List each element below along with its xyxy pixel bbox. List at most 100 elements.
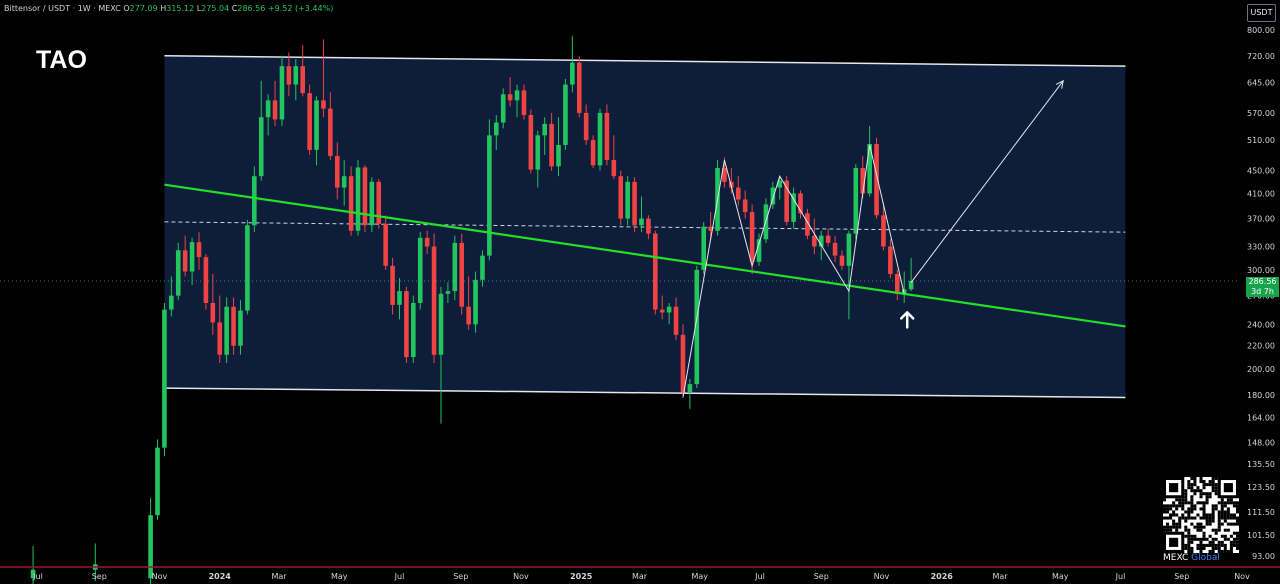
currency-button[interactable]: USDT [1247, 4, 1276, 22]
qr-module [1229, 501, 1233, 505]
qr-module [1202, 510, 1206, 514]
qr-module [1190, 495, 1194, 499]
qr-module [1169, 504, 1173, 508]
price-tick-label: 123.50 [1247, 483, 1275, 492]
qr-module [1169, 516, 1173, 520]
qr-module [1178, 516, 1182, 520]
candle-body [217, 322, 223, 355]
qr-module [1202, 543, 1206, 547]
qr-module [1223, 519, 1227, 523]
qr-module [1235, 522, 1239, 526]
qr-module [1169, 525, 1173, 529]
qr-module [1214, 504, 1218, 508]
qr-module [1202, 492, 1206, 496]
current-price-value: 286.56 [1248, 277, 1277, 286]
candle-body [590, 140, 596, 166]
candle-body [452, 242, 458, 292]
time-axis[interactable]: Jul Sep Nov 2024 Mar May Jul Sep Nov 2025 Mar May Ju… [0, 566, 1280, 581]
qr-module [1199, 477, 1203, 481]
qr-module [1232, 540, 1236, 544]
candle-body [625, 181, 630, 219]
candle-body [521, 90, 527, 116]
candle-body [279, 66, 285, 120]
candle-body [825, 235, 831, 243]
candle-body [798, 193, 803, 214]
qr-module [1190, 477, 1194, 481]
qr-module [1223, 501, 1227, 505]
candle-body [770, 187, 776, 205]
qr-module [1217, 519, 1221, 523]
qr-module [1187, 531, 1191, 535]
qr-module [1190, 522, 1194, 526]
qr-module [1187, 528, 1191, 532]
qr-module [1193, 507, 1197, 511]
candle-body [397, 291, 402, 305]
qr-module [1205, 522, 1209, 526]
qr-module [1214, 543, 1218, 547]
qr-module [1190, 534, 1194, 538]
candle-body [694, 269, 700, 385]
qr-module [1196, 489, 1200, 493]
candle-body [500, 94, 506, 123]
qr-module [1211, 480, 1215, 484]
qr-module [1232, 531, 1236, 535]
qr-module [1166, 528, 1170, 532]
qr-module [1208, 519, 1212, 523]
candle-body [411, 302, 416, 358]
qr-module [1199, 525, 1203, 529]
qr-module [1214, 507, 1218, 511]
qr-module [1217, 546, 1221, 550]
qr-module [1229, 498, 1233, 502]
candle-body [473, 279, 478, 325]
candle-body [231, 306, 236, 346]
qr-module [1184, 498, 1188, 502]
qr-module [1235, 537, 1239, 541]
qr-module [1232, 516, 1236, 520]
qr-module [1169, 513, 1173, 517]
candle-body [867, 143, 872, 194]
candle-body [369, 181, 375, 226]
candle-body [556, 144, 561, 167]
qr-module [1211, 507, 1215, 511]
qr-module [1193, 489, 1197, 493]
qr-module [1220, 498, 1224, 502]
qr-module [1202, 531, 1206, 535]
qr-module [1199, 543, 1203, 547]
qr-module [1208, 543, 1212, 547]
qr-module [1220, 504, 1224, 508]
qr-module [1184, 519, 1188, 523]
qr-module [1208, 495, 1212, 499]
candle-body [466, 306, 471, 325]
qr-module [1235, 534, 1239, 538]
candlestick-series [30, 36, 914, 584]
channel-upper-line [164, 55, 1126, 67]
qr-module [1187, 480, 1191, 484]
qr-module [1232, 537, 1236, 541]
qr-module [1226, 498, 1230, 502]
open-label: O [123, 4, 130, 13]
qr-module [1211, 504, 1215, 508]
qr-module [1214, 492, 1218, 496]
candle-body [528, 115, 534, 170]
qr-module [1223, 510, 1227, 514]
qr-code-icon [1162, 476, 1240, 554]
candle-body [611, 160, 617, 177]
qr-module [1187, 507, 1191, 511]
qr-module [1187, 510, 1191, 514]
qr-module [1172, 504, 1176, 508]
qr-module [1163, 507, 1167, 511]
qr-module [1226, 513, 1230, 517]
qr-module [1235, 546, 1239, 550]
candle-body [169, 295, 174, 310]
qr-module [1190, 483, 1194, 487]
qr-module [1214, 483, 1218, 487]
qr-module [1166, 522, 1170, 526]
candle-body [383, 223, 388, 266]
qr-module [1205, 492, 1209, 496]
low-value: 275.04 [201, 4, 230, 13]
qr-module [1184, 516, 1188, 520]
qr-module [1205, 483, 1209, 487]
candle-body [832, 242, 838, 256]
qr-module [1226, 501, 1230, 505]
